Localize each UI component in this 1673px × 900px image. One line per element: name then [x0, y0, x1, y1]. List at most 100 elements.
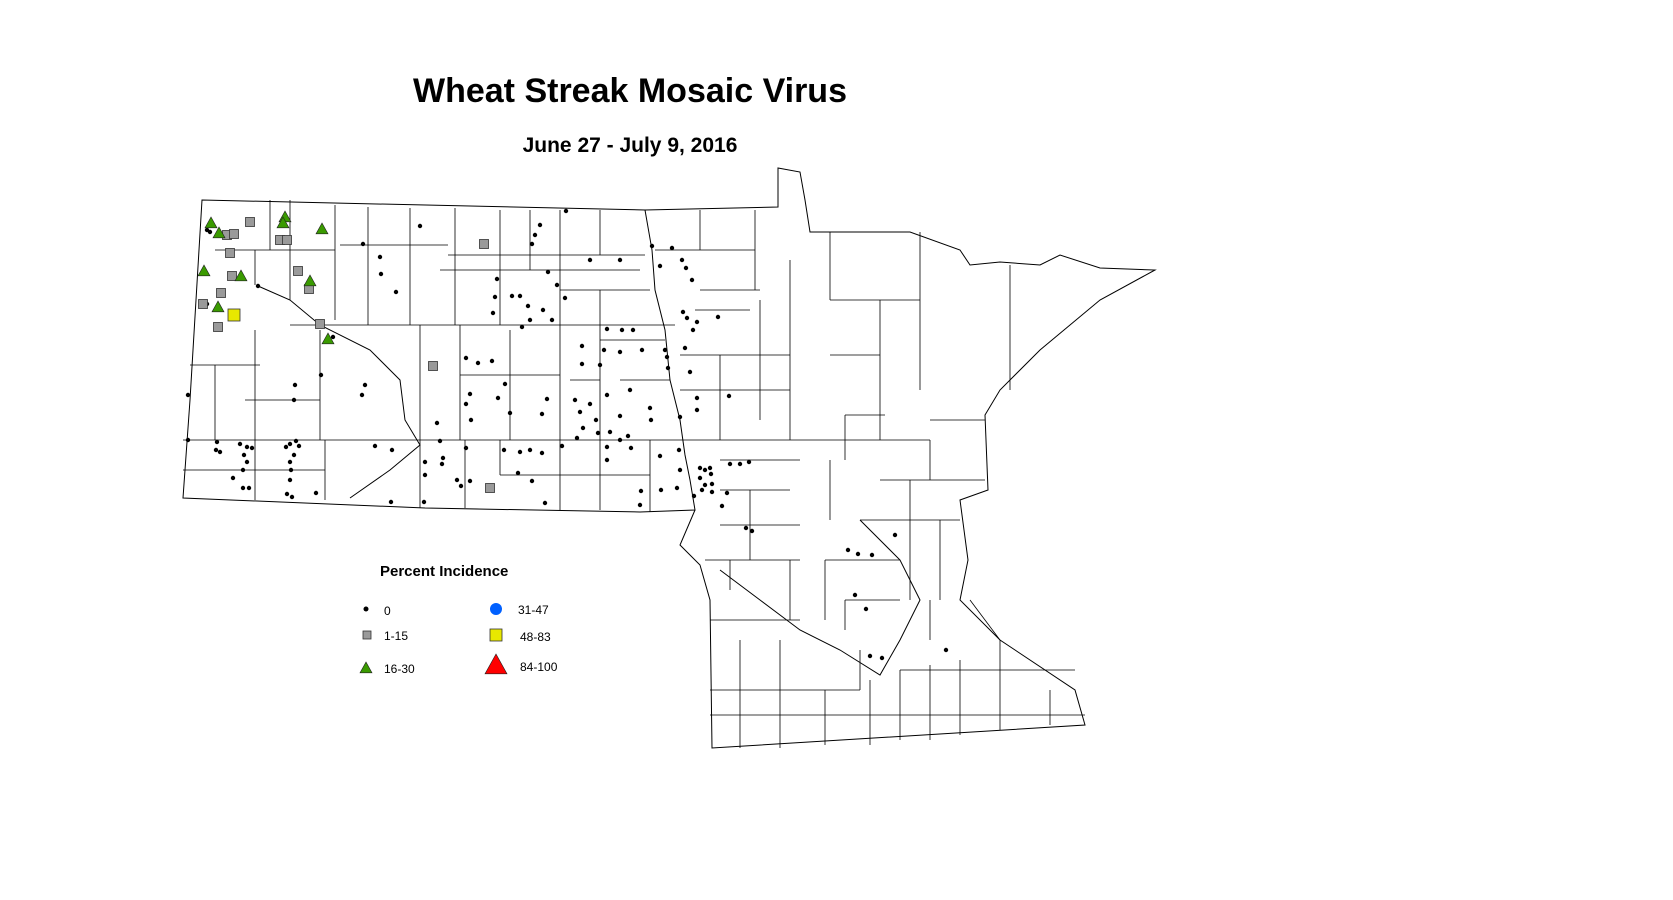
survey-point-0	[377, 254, 383, 260]
survey-point-0	[291, 397, 297, 403]
survey-point-0	[207, 229, 213, 235]
survey-point-0	[697, 475, 703, 481]
survey-point-0	[475, 360, 481, 366]
survey-point-0	[746, 459, 752, 465]
survey-point-0	[284, 491, 290, 497]
survey-point-0	[579, 343, 585, 349]
survey-point-0	[677, 414, 683, 420]
survey-point-16-30	[321, 332, 335, 345]
survey-point-0	[676, 447, 682, 453]
survey-point-0	[437, 438, 443, 444]
survey-point-0	[597, 362, 603, 368]
survey-point-16-30	[212, 226, 226, 239]
survey-point-0	[529, 478, 535, 484]
survey-point-0	[709, 481, 715, 487]
survey-point-0	[287, 459, 293, 465]
map-subtitle: June 27 - July 9, 2016	[522, 134, 738, 157]
survey-point-0	[607, 429, 613, 435]
survey-point-0	[689, 277, 695, 283]
survey-point-0	[378, 271, 384, 277]
legend-label-1-15: 1-15	[384, 629, 409, 643]
survey-point-48-83	[227, 308, 241, 322]
survey-point-0	[572, 397, 578, 403]
survey-point-1-15	[198, 299, 208, 309]
survey-point-0	[604, 444, 610, 450]
survey-point-0	[749, 528, 755, 534]
survey-point-0	[296, 443, 302, 449]
survey-point-0	[562, 295, 568, 301]
survey-point-0	[604, 392, 610, 398]
survey-point-0	[539, 450, 545, 456]
survey-point-0	[463, 355, 469, 361]
survey-point-0	[240, 485, 246, 491]
survey-point-0	[682, 345, 688, 351]
survey-point-0	[617, 257, 623, 263]
survey-point-0	[648, 417, 654, 423]
survey-point-0	[617, 437, 623, 443]
survey-point-0	[492, 294, 498, 300]
survey-point-0	[554, 282, 560, 288]
survey-point-0	[677, 467, 683, 473]
survey-point-0	[684, 315, 690, 321]
survey-point-0	[662, 347, 668, 353]
survey-point-0	[515, 470, 521, 476]
survey-point-0	[537, 222, 543, 228]
survey-point-0	[579, 361, 585, 367]
survey-point-0	[852, 592, 858, 598]
survey-point-0	[417, 223, 423, 229]
survey-point-0	[542, 500, 548, 506]
survey-point-0	[604, 326, 610, 332]
survey-point-0	[463, 445, 469, 451]
survey-point-0	[467, 478, 473, 484]
survey-point-0	[628, 445, 634, 451]
survey-point-0	[359, 392, 365, 398]
survey-point-0	[241, 452, 247, 458]
survey-point-0	[545, 269, 551, 275]
missouri-river	[257, 285, 421, 499]
survey-point-16-30	[315, 222, 329, 235]
survey-point-0	[879, 655, 885, 661]
survey-point-0	[318, 372, 324, 378]
survey-point-1-15	[293, 266, 303, 276]
survey-point-1-15	[213, 322, 223, 332]
survey-point-0	[863, 606, 869, 612]
legend-symbol-48-83	[489, 628, 503, 642]
legend-symbol-0	[363, 606, 369, 612]
survey-point-0	[674, 485, 680, 491]
survey-point-0	[724, 490, 730, 496]
survey-point-0	[619, 327, 625, 333]
survey-point-0	[283, 444, 289, 450]
survey-point-0	[702, 467, 708, 473]
survey-point-0	[647, 405, 653, 411]
survey-point-0	[699, 487, 705, 493]
survey-point-0	[362, 382, 368, 388]
map-title: Wheat Streak Mosaic Virus	[413, 72, 847, 110]
survey-point-0	[563, 208, 569, 214]
survey-point-0	[185, 392, 191, 398]
survey-point-0	[422, 472, 428, 478]
survey-point-0	[892, 532, 898, 538]
survey-point-1-15	[479, 239, 489, 249]
survey-point-0	[657, 453, 663, 459]
survey-point-0	[185, 437, 191, 443]
survey-point-0	[388, 499, 394, 505]
survey-point-0	[867, 653, 873, 659]
survey-point-0	[587, 257, 593, 263]
survey-point-0	[440, 455, 446, 461]
survey-point-1-15	[485, 483, 495, 493]
survey-point-0	[246, 485, 252, 491]
legend-label-48-83: 48-83	[520, 630, 551, 644]
survey-point-16-30	[204, 216, 218, 229]
survey-point-0	[702, 482, 708, 488]
survey-point-0	[517, 293, 523, 299]
survey-point-0	[249, 445, 255, 451]
survey-point-1-15	[216, 288, 226, 298]
survey-point-0	[709, 489, 715, 495]
survey-point-0	[708, 471, 714, 477]
survey-point-0	[694, 395, 700, 401]
legend-label-84-100: 84-100	[520, 660, 558, 674]
survey-point-0	[595, 430, 601, 436]
legend-symbol-84-100	[484, 653, 508, 675]
survey-point-0	[502, 381, 508, 387]
legend-symbol-31-47	[490, 603, 502, 615]
